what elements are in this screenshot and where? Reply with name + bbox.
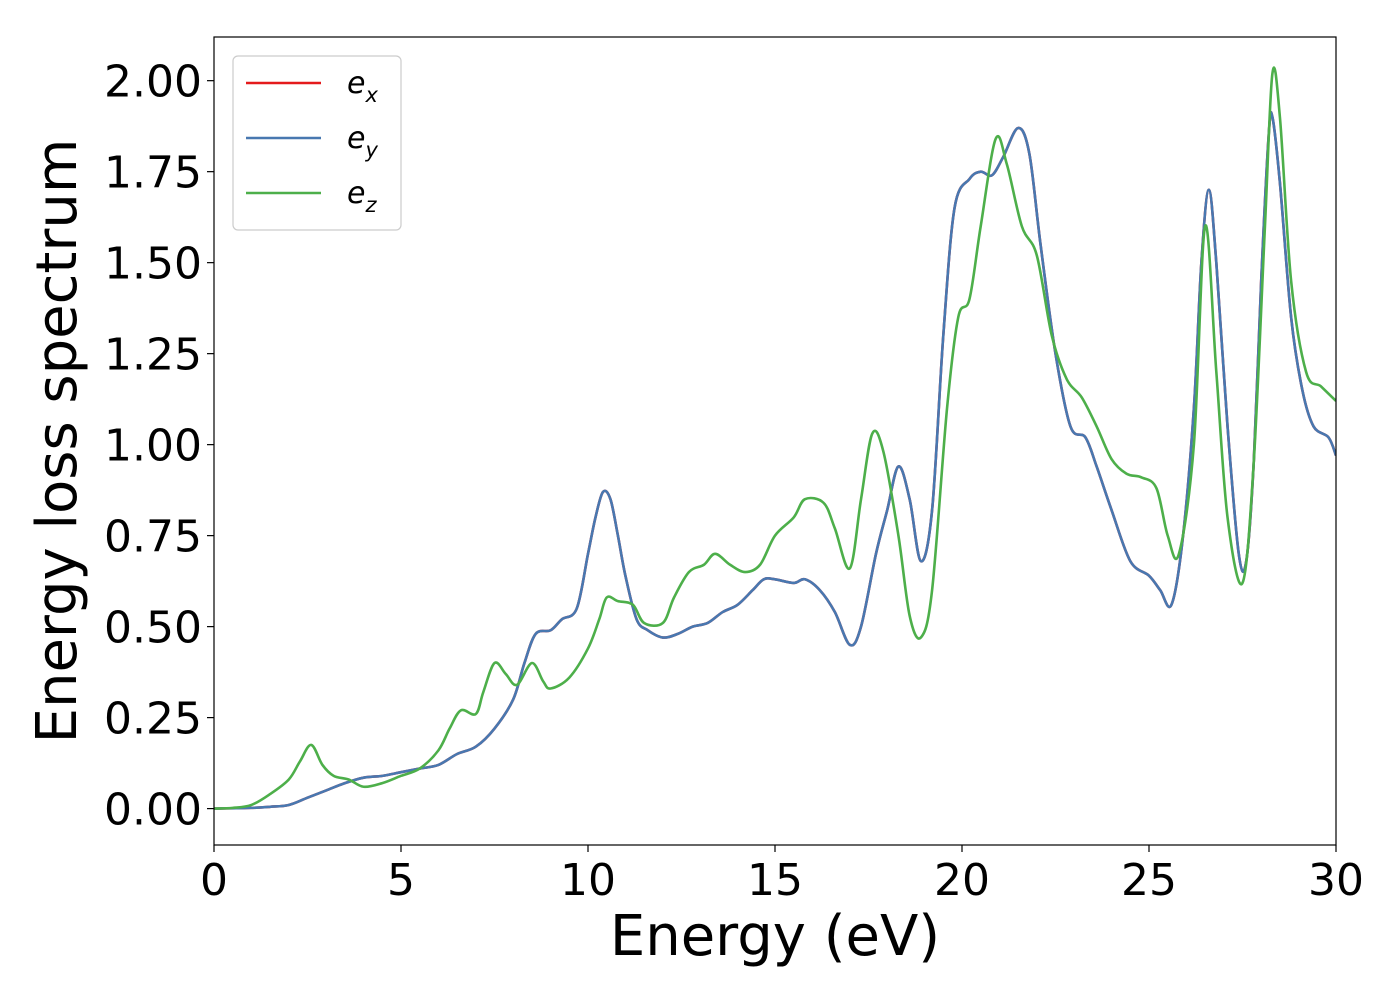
x-tick-label: 20 — [934, 855, 990, 906]
y-tick-label: 1.50 — [104, 239, 202, 290]
y-tick-label: 1.75 — [104, 148, 202, 199]
y-tick-label: 0.25 — [104, 694, 202, 745]
x-axis-ticks: 0 5 10 15 20 25 30 — [200, 845, 1364, 906]
x-tick-label: 10 — [560, 855, 616, 906]
y-tick-label: 0.00 — [104, 785, 202, 836]
x-tick-label: 25 — [1121, 855, 1177, 906]
x-axis-label: Energy (eV) — [610, 904, 940, 969]
x-tick-label: 15 — [747, 855, 803, 906]
y-tick-label: 1.00 — [104, 421, 202, 472]
x-tick-label: 30 — [1308, 855, 1364, 906]
y-tick-label: 1.25 — [104, 330, 202, 381]
series-line-ey — [214, 110, 1336, 810]
x-tick-label: 5 — [387, 855, 415, 906]
series-line-ez — [214, 66, 1336, 810]
series-layer — [214, 66, 1336, 810]
y-axis-label: Energy loss spectrum — [25, 139, 90, 744]
x-tick-label: 0 — [200, 855, 228, 906]
y-tick-label: 2.00 — [104, 57, 202, 108]
y-tick-label: 0.75 — [104, 512, 202, 563]
y-axis-ticks: 0.00 0.25 0.50 0.75 1.00 1.25 1.50 1.75 2.00 — [104, 57, 214, 836]
legend-box — [232, 55, 402, 231]
y-tick-label: 0.50 — [104, 603, 202, 654]
